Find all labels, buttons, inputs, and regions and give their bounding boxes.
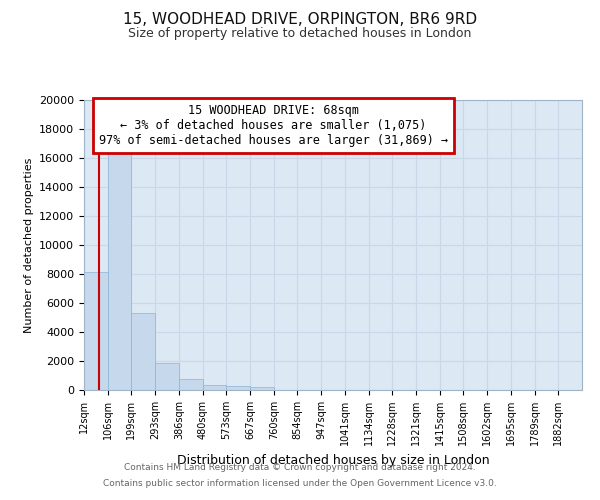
Bar	[179, 379, 203, 390]
Text: Contains HM Land Registry data © Crown copyright and database right 2024.: Contains HM Land Registry data © Crown c…	[124, 464, 476, 472]
Bar	[84, 272, 108, 390]
Bar	[250, 387, 274, 390]
Text: 15, WOODHEAD DRIVE, ORPINGTON, BR6 9RD: 15, WOODHEAD DRIVE, ORPINGTON, BR6 9RD	[123, 12, 477, 28]
Bar	[226, 386, 250, 390]
Text: Size of property relative to detached houses in London: Size of property relative to detached ho…	[128, 28, 472, 40]
Bar	[203, 385, 226, 390]
Text: 15 WOODHEAD DRIVE: 68sqm
← 3% of detached houses are smaller (1,075)
97% of semi: 15 WOODHEAD DRIVE: 68sqm ← 3% of detache…	[98, 104, 448, 148]
X-axis label: Distribution of detached houses by size in London: Distribution of detached houses by size …	[176, 454, 490, 466]
Y-axis label: Number of detached properties: Number of detached properties	[23, 158, 34, 332]
Text: Contains public sector information licensed under the Open Government Licence v3: Contains public sector information licen…	[103, 478, 497, 488]
Bar	[155, 363, 179, 390]
Bar	[131, 313, 155, 390]
Bar	[108, 151, 131, 390]
